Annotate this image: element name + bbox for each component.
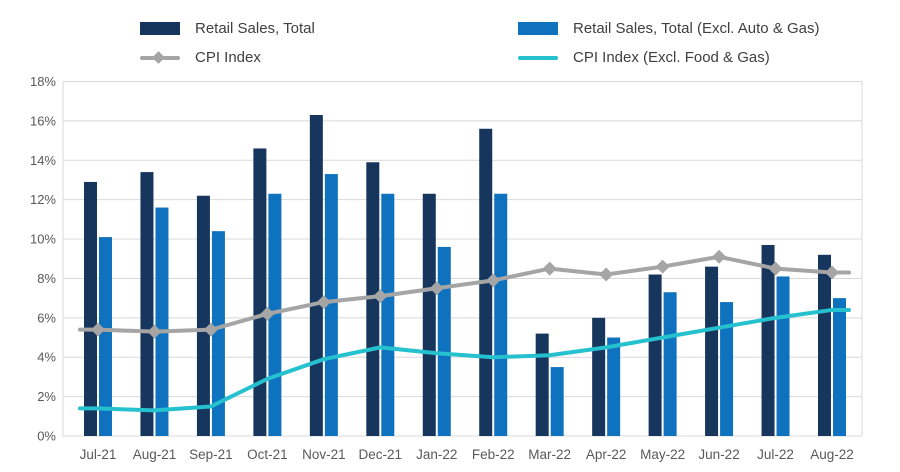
legend-column-right: Retail Sales, Total (Excl. Auto & Gas) C…: [518, 14, 820, 72]
legend-item-cpi-core: CPI Index (Excl. Food & Gas): [518, 43, 820, 72]
legend-label-cpi-index: CPI Index: [195, 49, 261, 66]
svg-text:Aug-22: Aug-22: [810, 447, 854, 462]
retail-excl-swatch-icon: [518, 22, 558, 35]
retail-total-swatch-icon: [140, 22, 180, 35]
legend-label-retail-total: Retail Sales, Total: [195, 20, 315, 37]
svg-text:Jun-22: Jun-22: [698, 447, 739, 462]
svg-text:18%: 18%: [30, 74, 56, 89]
cpi-index-diamond-icon: [152, 51, 165, 64]
svg-text:16%: 16%: [30, 113, 56, 128]
svg-text:May-22: May-22: [640, 447, 685, 462]
svg-text:6%: 6%: [37, 310, 56, 325]
svg-text:0%: 0%: [37, 429, 56, 444]
svg-text:4%: 4%: [37, 350, 56, 365]
legend-label-retail-excl: Retail Sales, Total (Excl. Auto & Gas): [573, 20, 820, 37]
svg-text:Mar-22: Mar-22: [528, 447, 571, 462]
legend-column-left: Retail Sales, Total CPI Index: [140, 14, 315, 72]
svg-text:Oct-21: Oct-21: [247, 447, 288, 462]
svg-text:Jul-22: Jul-22: [757, 447, 794, 462]
svg-text:Apr-22: Apr-22: [586, 447, 627, 462]
svg-text:Jul-21: Jul-21: [80, 447, 117, 462]
svg-text:Sep-21: Sep-21: [189, 447, 233, 462]
svg-text:Nov-21: Nov-21: [302, 447, 346, 462]
svg-text:12%: 12%: [30, 192, 56, 207]
legend-label-cpi-core: CPI Index (Excl. Food & Gas): [573, 49, 770, 66]
legend-item-cpi-index: CPI Index: [140, 43, 315, 72]
svg-text:10%: 10%: [30, 232, 56, 247]
legend-item-retail-total: Retail Sales, Total: [140, 14, 315, 43]
legend-item-retail-excl: Retail Sales, Total (Excl. Auto & Gas): [518, 14, 820, 43]
svg-text:2%: 2%: [37, 389, 56, 404]
svg-text:Aug-21: Aug-21: [133, 447, 177, 462]
svg-text:Dec-21: Dec-21: [359, 447, 403, 462]
svg-text:Feb-22: Feb-22: [472, 447, 515, 462]
svg-text:Jan-22: Jan-22: [416, 447, 457, 462]
cpi-core-line-swatch-icon: [518, 55, 558, 60]
svg-text:8%: 8%: [37, 271, 56, 286]
svg-text:14%: 14%: [30, 153, 56, 168]
